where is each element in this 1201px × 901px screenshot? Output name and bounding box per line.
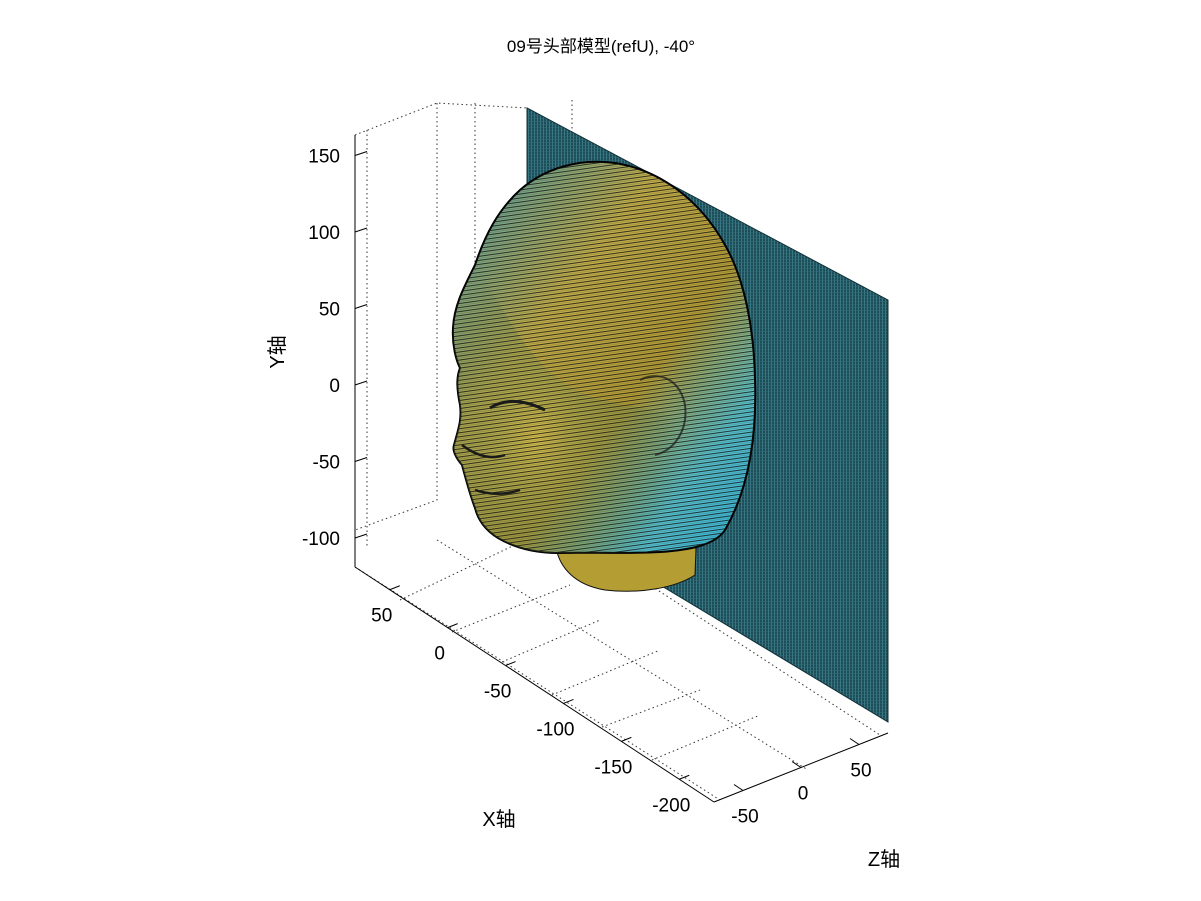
z-axis-ticks: -50 0 50 — [731, 738, 872, 828]
grid-floor-4 — [399, 539, 526, 601]
y-tick-mark — [354, 380, 368, 386]
y-tick-label: -100 — [302, 529, 340, 550]
ear-detail — [639, 375, 687, 456]
y-tick-mark — [354, 457, 368, 462]
grid-floor-1 — [354, 566, 721, 801]
x-axis-label: X轴 — [482, 808, 515, 831]
y-tick-label: 150 — [308, 147, 340, 168]
x-tick-label: 50 — [371, 606, 392, 627]
x-tick-label: -200 — [652, 795, 690, 816]
z-tick-label: 50 — [850, 761, 871, 782]
x-tick-label: -150 — [594, 757, 632, 778]
y-tick-mark — [354, 227, 368, 233]
x-tick-mark — [621, 736, 632, 742]
y-tick-mark — [354, 533, 368, 539]
x-tick-label: 0 — [434, 644, 445, 665]
y-tick-label: 50 — [319, 300, 340, 321]
z-tick-mark — [733, 784, 744, 791]
x-tick-mark — [563, 698, 574, 704]
grid-floor-6 — [501, 619, 601, 663]
grid-floor-3 — [526, 504, 881, 736]
x-tick-mark — [447, 623, 458, 629]
y-tick-label: 100 — [308, 223, 340, 244]
eye-detail — [489, 400, 546, 412]
head-contour-lines — [452, 161, 756, 553]
z-tick-mark — [791, 761, 802, 768]
z-axis-label: Z轴 — [868, 848, 900, 871]
grid-back-wall-right — [354, 103, 438, 531]
y-tick-label: -50 — [313, 453, 340, 474]
y-tick-mark — [354, 304, 368, 309]
z-tick-label: 0 — [798, 784, 809, 805]
y-axis-label: Y轴 — [266, 335, 289, 368]
grid-back-wall-top — [354, 102, 528, 136]
x-tick-mark — [679, 774, 690, 780]
y-tick-mark — [354, 151, 368, 156]
x-axis-line — [354, 566, 715, 803]
x-tick-mark — [505, 661, 516, 667]
x-tick-mark — [389, 585, 400, 591]
x-tick-label: -100 — [536, 719, 574, 740]
grid-floor-7 — [551, 649, 661, 696]
grid-floor-9 — [651, 714, 761, 761]
mouth-detail — [474, 488, 521, 495]
x-tick-label: -50 — [484, 682, 511, 703]
nose-detail — [461, 444, 506, 459]
y-tick-label: 0 — [329, 376, 340, 397]
head-surface — [451, 160, 757, 592]
chart-title: 09号头部模型(refU), -40° — [507, 37, 695, 56]
z-tick-mark — [849, 738, 860, 745]
grid-floor-8 — [601, 689, 701, 728]
z-tick-label: -50 — [731, 807, 758, 828]
y-axis-ticks: 150 100 50 0 -50 -100 — [302, 147, 368, 550]
grid-floor-2 — [436, 539, 809, 771]
neck — [555, 547, 697, 592]
x-axis-ticks: 50 0 -50 -100 -150 -200 — [371, 585, 690, 816]
grid-floor-5 — [451, 584, 571, 633]
